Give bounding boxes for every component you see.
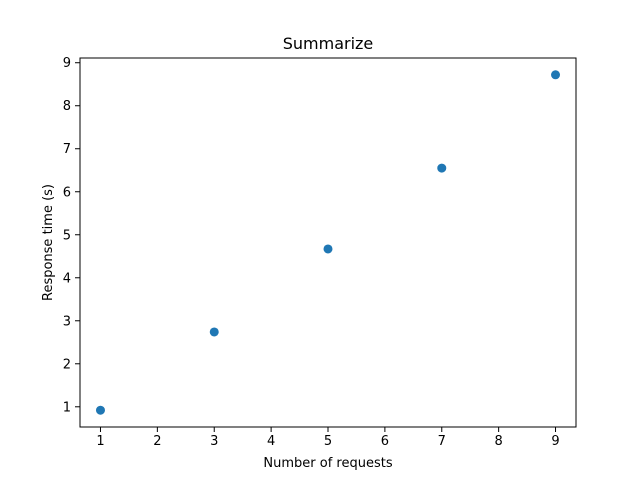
x-tick-label: 6	[381, 434, 389, 449]
y-tick-label: 7	[63, 142, 71, 157]
y-tick-label: 4	[63, 271, 71, 286]
x-axis-ticks: 1 2 3 4 5 6 7 8 9	[96, 427, 560, 449]
y-tick-label: 2	[63, 357, 71, 372]
y-tick-label: 9	[63, 56, 71, 71]
scatter-point	[95, 405, 105, 415]
scatter-point	[323, 244, 333, 254]
plot-area-frame	[79, 57, 577, 428]
y-axis-label: Response time (s)	[41, 184, 56, 301]
scatter-point	[551, 70, 561, 80]
y-tick-label: 8	[63, 99, 71, 114]
y-tick-label: 5	[63, 228, 71, 243]
scatter-points	[95, 70, 561, 415]
x-tick-label: 3	[210, 434, 218, 449]
x-tick-label: 7	[438, 434, 446, 449]
y-axis-ticks: 1 2 3 4 5 6 7 8 9	[63, 56, 80, 415]
x-tick-label: 4	[267, 434, 275, 449]
chart-title: Summarize	[283, 34, 374, 53]
x-tick-label: 1	[96, 434, 104, 449]
y-tick-label: 1	[63, 400, 71, 415]
x-tick-label: 2	[153, 434, 161, 449]
x-tick-label: 5	[324, 434, 332, 449]
x-tick-label: 9	[551, 434, 559, 449]
scatter-point	[437, 163, 447, 173]
x-tick-label: 8	[495, 434, 503, 449]
y-tick-label: 6	[63, 185, 71, 200]
y-tick-label: 3	[63, 314, 71, 329]
scatter-point	[209, 327, 219, 337]
x-axis-label: Number of requests	[263, 456, 392, 471]
